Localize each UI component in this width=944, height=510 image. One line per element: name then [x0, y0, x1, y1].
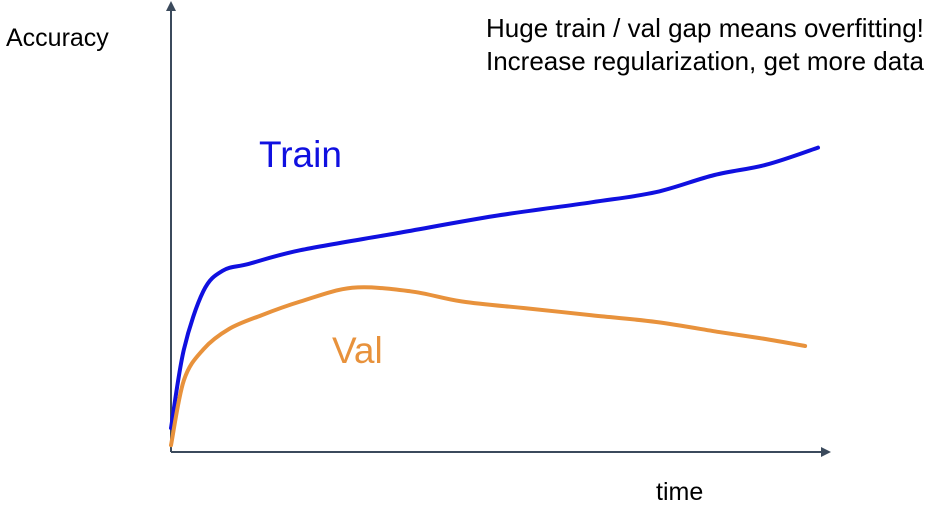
val-line — [169, 285, 808, 448]
train-line — [169, 145, 820, 431]
overfitting-annotation: Huge train / val gap means overfitting! … — [486, 13, 924, 76]
val-series-label: Val — [332, 330, 383, 371]
train-series-label: Train — [259, 134, 342, 175]
x-axis-label: time — [656, 478, 704, 506]
y-axis-label: Accuracy — [6, 24, 109, 52]
series-layer — [169, 145, 820, 448]
